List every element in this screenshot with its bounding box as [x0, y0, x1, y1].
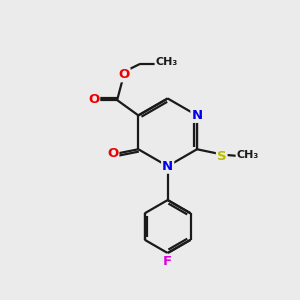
- Text: CH₃: CH₃: [155, 57, 178, 68]
- Text: O: O: [88, 93, 99, 106]
- Text: N: N: [191, 109, 203, 122]
- Text: S: S: [217, 149, 226, 163]
- Text: N: N: [162, 160, 173, 173]
- Text: CH₃: CH₃: [236, 150, 259, 161]
- Text: O: O: [107, 147, 118, 160]
- Text: F: F: [163, 255, 172, 268]
- Text: O: O: [118, 68, 130, 81]
